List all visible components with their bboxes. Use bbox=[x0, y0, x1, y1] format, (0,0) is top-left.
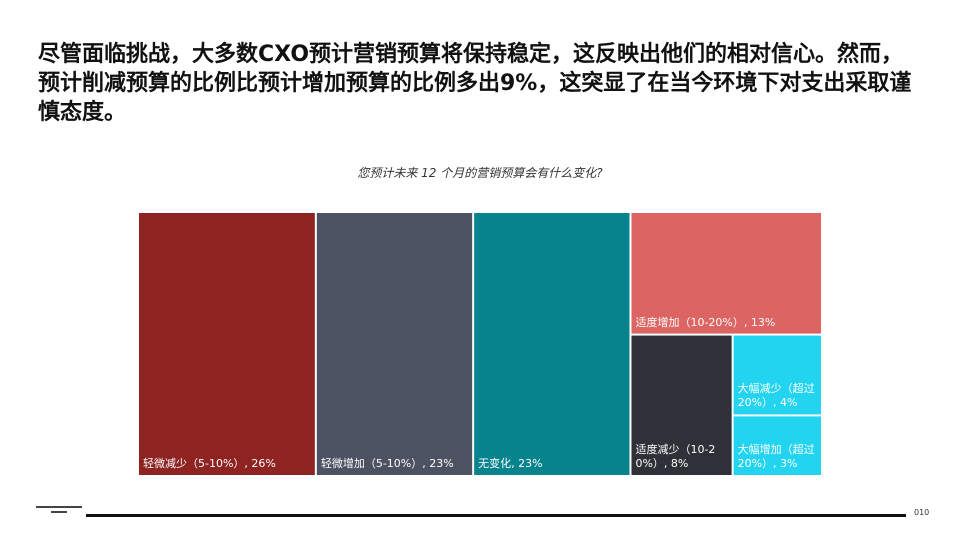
treemap-tile-4 bbox=[631, 213, 821, 334]
treemap-tile-6 bbox=[733, 335, 821, 415]
treemap-tile-1 bbox=[139, 213, 315, 475]
treemap-tile-3 bbox=[474, 213, 630, 475]
treemap-tile-label-4: 适度增加（10-20%）, 13% bbox=[635, 315, 776, 329]
treemap-tile-5 bbox=[631, 335, 732, 475]
treemap-tile-label-2: 轻微增加（5-10%）, 23% bbox=[320, 457, 454, 470]
footer-divider bbox=[86, 514, 906, 517]
chart-title: 您预计未来 12 个月的营销预算会有什么变化? bbox=[357, 166, 603, 180]
treemap-tile-label-1: 轻微减少（5-10%）, 26% bbox=[143, 457, 276, 470]
treemap-tile-label-7: 大幅增加（超过 20%）, 3% bbox=[737, 443, 815, 470]
treemap-tile-label-3: 无变化, 23% bbox=[478, 457, 543, 470]
treemap-tile-7 bbox=[733, 416, 821, 475]
page-number: 010 bbox=[914, 508, 930, 517]
brand-logo bbox=[36, 506, 82, 516]
treemap-tile-label-5: 适度减少（10-20%）, 8% bbox=[635, 443, 716, 470]
treemap-tile-2 bbox=[316, 213, 473, 475]
treemap-tile-label-6: 大幅减少（超过 20%）, 4% bbox=[737, 382, 815, 410]
headline: 尽管面临挑战，大多数CXO预计营销预算将保持稳定，这反映出他们的相对信心。然而，… bbox=[38, 42, 912, 125]
